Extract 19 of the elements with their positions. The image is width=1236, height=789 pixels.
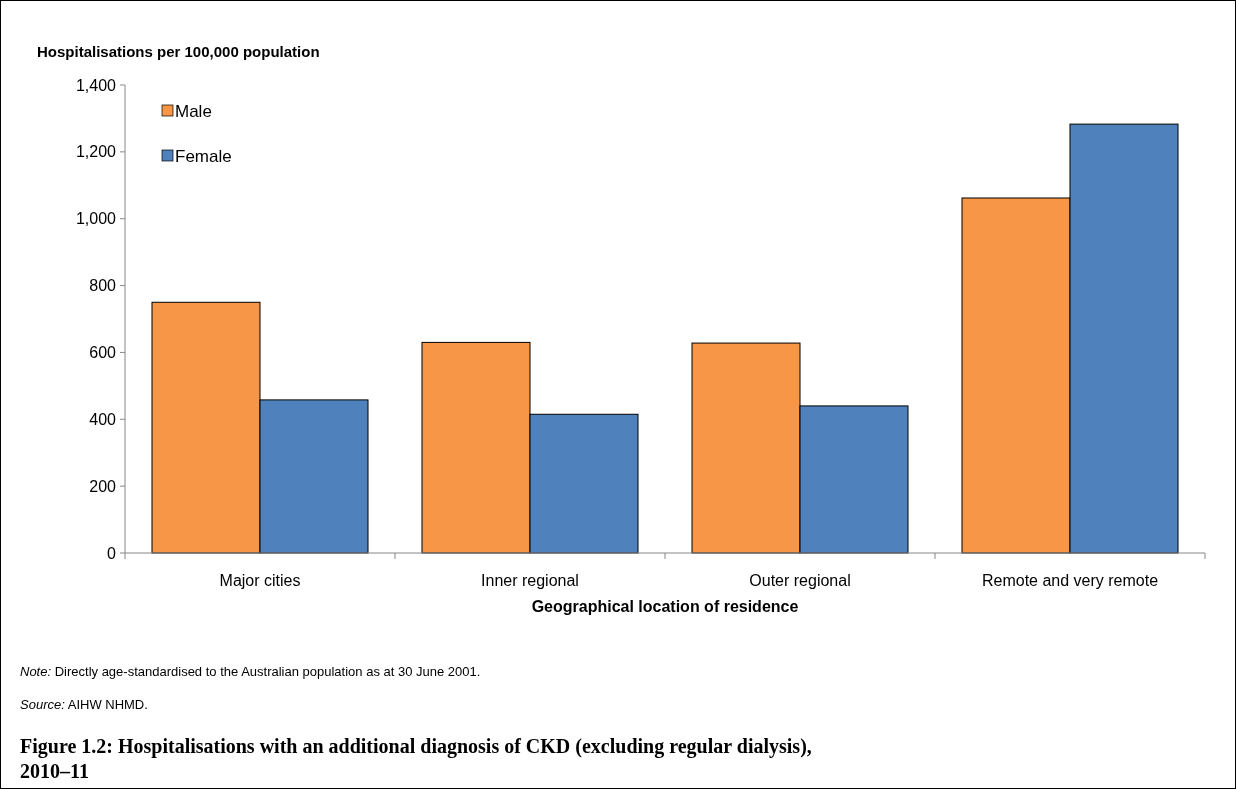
y-tick-label: 0: [107, 544, 117, 562]
x-tick-label: Outer regional: [749, 572, 851, 589]
y-tick-label: 1,200: [75, 143, 117, 161]
y-tick-label: 400: [89, 410, 117, 428]
y-tick-label: 200: [89, 477, 117, 495]
x-tick-label: Remote and very remote: [981, 572, 1159, 589]
x-tick-label: Inner regional: [481, 572, 579, 589]
text: Note: Directly age-standardised to the Australian population as at 30 June 2001.: [20, 664, 481, 679]
y-axis-title: Hospitalisations per 100,000 population: [37, 43, 320, 60]
y-tick-label: 1,400: [75, 76, 117, 94]
x-tick-label: Major cities: [219, 572, 301, 589]
source-note: Source: AIHW NHMD.: [20, 697, 148, 712]
legend-label: Female: [175, 146, 232, 166]
legend-label: Male: [175, 101, 212, 121]
y-tick-label: 800: [89, 277, 117, 295]
y-tick-label: 1,000: [75, 210, 117, 228]
y-tick-label: 600: [89, 344, 117, 362]
text: Figure 1.2: Hospitalisations with an additional diagnosis of CKD (excluding regular dialysis), 2010–11: [20, 735, 812, 782]
x-axis-title: Geographical location of residence: [531, 598, 799, 615]
